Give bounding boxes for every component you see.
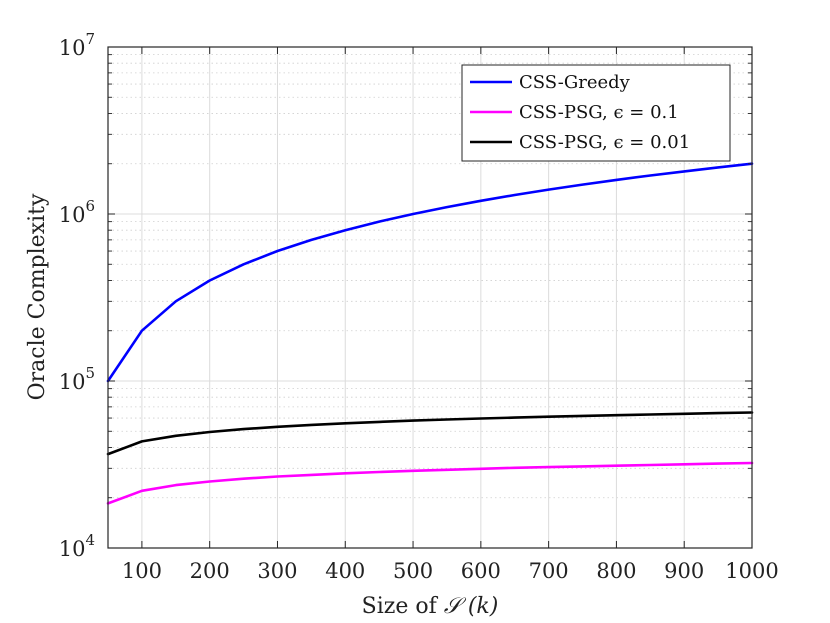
x-tick-label: 900	[664, 559, 704, 583]
x-axis-label-text: Size of	[362, 594, 439, 619]
x-tick-label: 400	[325, 559, 365, 583]
x-tick-label: 200	[190, 559, 230, 583]
x-tick-label: 800	[596, 559, 636, 583]
x-tick-label: 500	[393, 559, 433, 583]
series-line	[106, 461, 754, 505]
tick-labels: 104 105 106 107 100 200 300 400 500 600 700 800 900 1…	[59, 30, 779, 583]
plot-frame	[107, 46, 753, 549]
x-tick-label: 1000	[725, 559, 778, 583]
x-axis-label-symbol: 𝒮	[444, 594, 467, 619]
series-group	[106, 162, 754, 505]
x-tick-label: 700	[529, 559, 569, 583]
ticks	[108, 46, 753, 549]
y-tick-label: 107	[59, 30, 95, 60]
x-tick-label: 100	[122, 559, 162, 583]
x-axis-label: Size of 𝒮 (k)	[362, 594, 499, 619]
y-tick-label: 104	[59, 531, 95, 561]
x-tick-label: 300	[257, 559, 297, 583]
legend: CSS-Greedy CSS-PSG, ϵ = 0.1 CSS-PSG, ϵ = 0…	[461, 64, 731, 162]
series-line	[106, 162, 754, 383]
series-line	[106, 411, 754, 456]
legend-label: CSS-PSG, ϵ = 0.1	[519, 102, 679, 123]
x-tick-label: 600	[461, 559, 501, 583]
x-axis-label-unit: (k)	[468, 594, 499, 619]
legend-label: CSS-Greedy	[519, 72, 631, 93]
y-tick-label: 105	[59, 364, 95, 394]
legend-label: CSS-PSG, ϵ = 0.01	[519, 132, 690, 153]
y-axis-label: Oracle Complexity	[25, 193, 50, 400]
y-tick-label: 106	[59, 197, 95, 227]
